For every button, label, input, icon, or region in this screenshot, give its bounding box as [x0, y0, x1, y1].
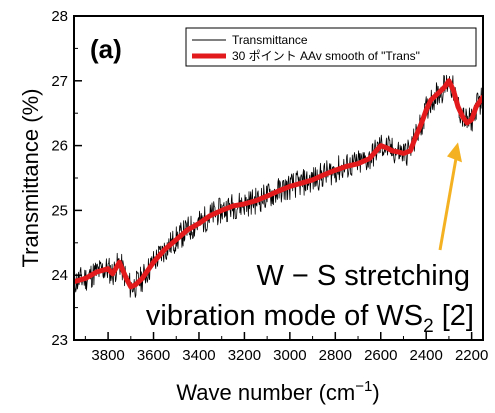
annotation-reference: [2]	[434, 300, 474, 332]
legend-label-smooth: 30 ポイント AAv smooth of "Trans"	[232, 49, 420, 63]
x-axis-label: Wave number (cm−1)	[176, 378, 379, 405]
x-tick-label: 3800	[91, 347, 124, 364]
annotation-arrow	[438, 158, 458, 251]
y-tick-label: 28	[51, 8, 68, 25]
x-axis-label-close: )	[372, 380, 379, 405]
x-tick-label: 2800	[319, 347, 352, 364]
y-tick-label: 23	[51, 332, 68, 349]
x-tick-label: 2600	[364, 347, 397, 364]
y-axis-label: Transmittance (%)	[18, 89, 43, 268]
y-tick-label: 25	[51, 202, 68, 219]
annotation-subscript: 2	[423, 316, 434, 337]
x-tick-label: 3000	[273, 347, 306, 364]
annotation-line-2: vibration mode of WS2 [2]	[146, 300, 474, 337]
annotation-line-2-main: vibration mode of WS	[146, 300, 423, 332]
x-tick-label: 3200	[228, 347, 261, 364]
annotation-line-1: W − S stretching	[256, 260, 470, 292]
series-line-smooth	[74, 78, 483, 290]
x-axis-label-exponent: −1	[355, 378, 372, 395]
annotation: W − S stretching vibration mode of WS2 […	[146, 142, 474, 337]
y-tick-label: 24	[51, 267, 68, 284]
x-tick-label: 3400	[182, 347, 215, 364]
x-tick-label: 3600	[137, 347, 170, 364]
panel-label: (a)	[90, 34, 122, 64]
annotation-arrowhead	[447, 142, 463, 163]
plot-frame	[73, 15, 484, 341]
axis-ticks: 3800 3600 3400 3200 3000 2800 2600 2400 2200 23 24…	[51, 8, 488, 364]
legend: Transmittance 30 ポイント AAv smooth of "Tra…	[185, 27, 477, 67]
legend-label-transmittance: Transmittance	[232, 33, 308, 47]
x-tick-label: 2400	[410, 347, 443, 364]
legend-box	[185, 27, 477, 67]
series-group	[74, 74, 483, 298]
y-tick-label: 26	[51, 138, 68, 155]
x-tick-label: 2200	[455, 347, 488, 364]
x-axis-label-main: Wave number (cm	[176, 380, 355, 405]
y-tick-label: 27	[51, 73, 68, 90]
